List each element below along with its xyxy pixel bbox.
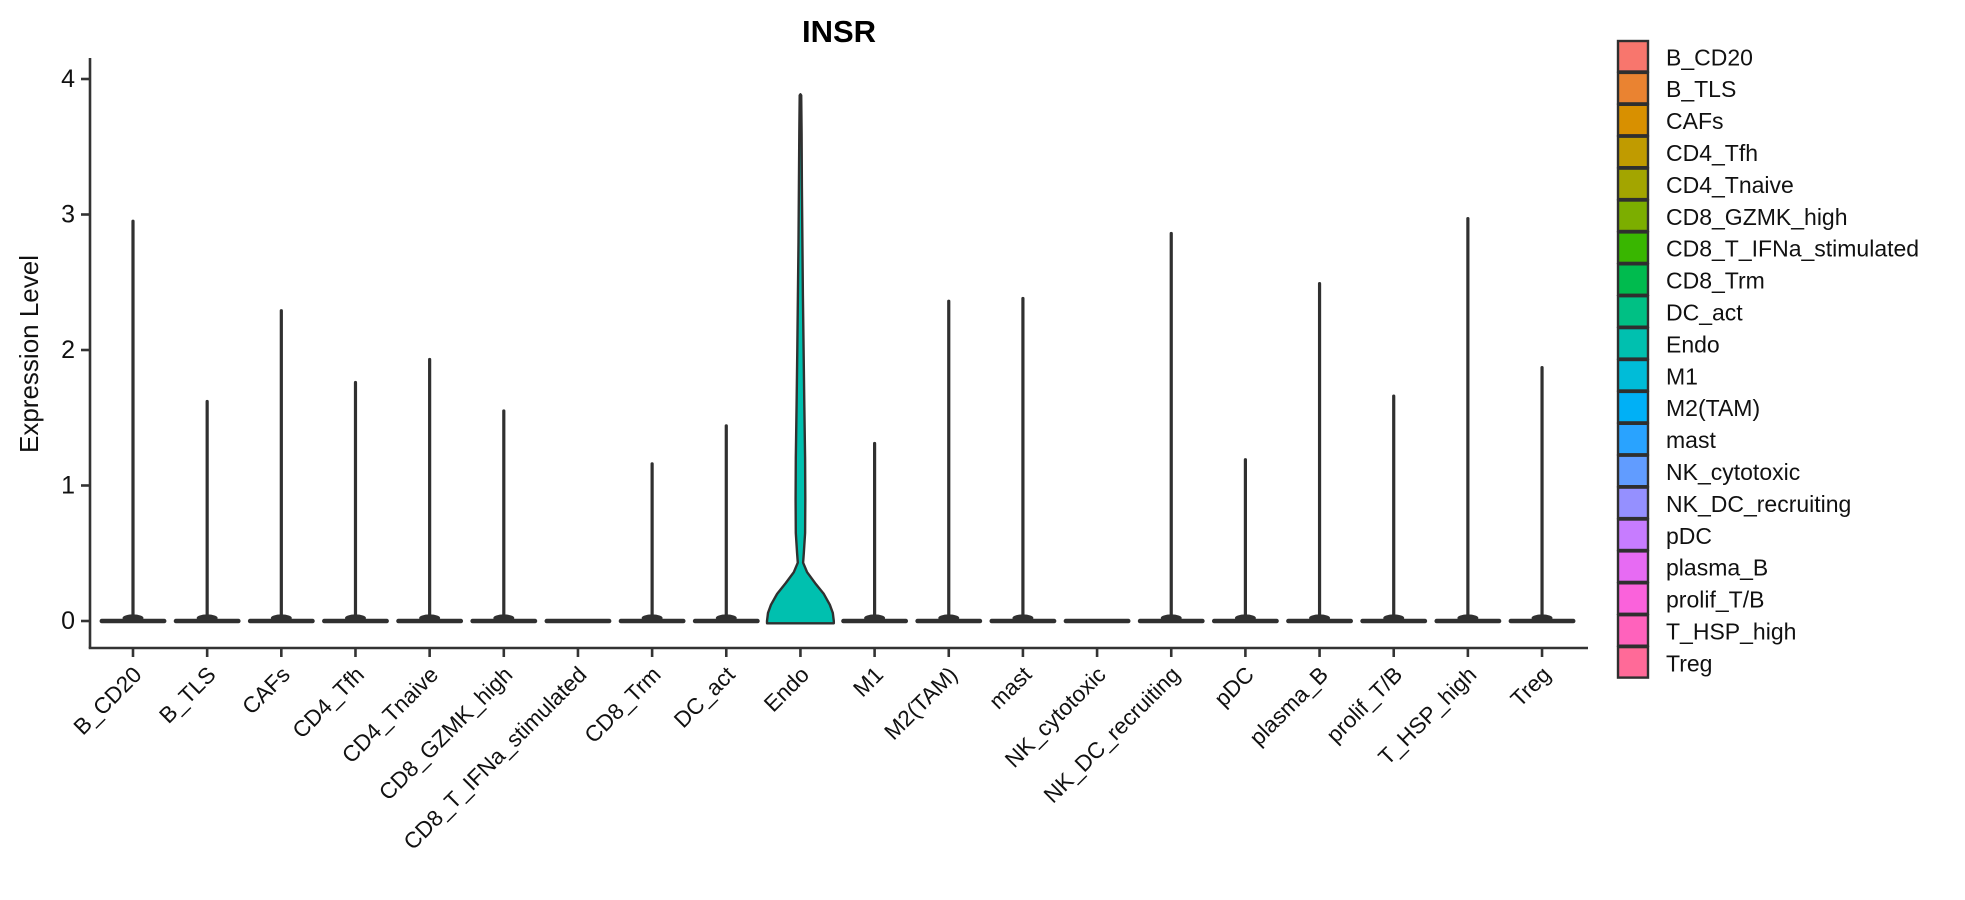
legend-swatch-b-cd20 xyxy=(1616,39,1650,73)
legend-label: M2(TAM) xyxy=(1666,395,1760,421)
legend-label: Endo xyxy=(1666,331,1720,357)
legend-swatch-cd4-tfh xyxy=(1616,135,1650,169)
x-tick-label: CD8_GZMK_high xyxy=(374,662,517,805)
x-tick-label: mast xyxy=(984,661,1037,714)
x-tick-label: M2(TAM) xyxy=(880,662,963,745)
legend-label: T_HSP_high xyxy=(1666,618,1796,644)
legend-label: CD4_Tnaive xyxy=(1666,172,1794,198)
legend-label: CD8_Trm xyxy=(1666,268,1765,294)
legend-swatch-cd4-tnaive xyxy=(1616,167,1650,201)
legend-swatch-nk-cytotoxic xyxy=(1616,454,1650,488)
y-tick-label: 1 xyxy=(61,472,75,500)
legend-swatch-cd8-trm xyxy=(1616,263,1650,296)
x-tick-label: B_TLS xyxy=(154,662,220,728)
legend-swatch-pdc xyxy=(1616,518,1650,552)
legend-swatch-m2-tam- xyxy=(1616,390,1650,424)
y-axis-title: Expression Level xyxy=(14,255,44,453)
legend-label: DC_act xyxy=(1666,299,1743,325)
y-tick-label: 0 xyxy=(61,607,75,635)
x-tick-label: Treg xyxy=(1506,662,1556,712)
legend-label: CD4_Tfh xyxy=(1666,140,1758,166)
x-tick-label: plasma_B xyxy=(1245,662,1333,750)
legend-label: pDC xyxy=(1666,523,1712,549)
y-tick-label: 3 xyxy=(61,201,75,229)
violin-endo xyxy=(765,93,836,625)
x-tick-label: Endo xyxy=(759,662,814,717)
legend-swatch-dc-act xyxy=(1616,295,1650,328)
legend-swatch-endo xyxy=(1616,326,1650,360)
legend-swatch-prolif-t-b xyxy=(1616,582,1650,615)
violin-base-cd8-t-ifna-stimulated xyxy=(544,618,612,624)
legend-swatch-cd8-gzmk-high xyxy=(1616,199,1650,233)
legend-label: plasma_B xyxy=(1666,555,1768,581)
x-tick-label: M1 xyxy=(848,662,888,702)
legend-label: prolif_T/B xyxy=(1666,587,1764,613)
legend-label: B_CD20 xyxy=(1666,44,1753,70)
legend-swatch-plasma-b xyxy=(1616,550,1650,584)
x-tick-label: B_CD20 xyxy=(69,662,147,740)
legend-label: Treg xyxy=(1666,650,1712,676)
x-tick-label: pDC xyxy=(1209,662,1259,712)
chart-title: INSR xyxy=(801,14,877,49)
legend-swatch-t-hsp-high xyxy=(1616,614,1650,647)
x-tick-label: CD8_Trm xyxy=(580,662,666,748)
x-tick-label: NK_DC_recruiting xyxy=(1039,662,1185,808)
legend-label: CD8_T_IFNa_stimulated xyxy=(1666,236,1919,262)
y-tick-label: 2 xyxy=(61,336,75,364)
violin-base-nk-cytotoxic xyxy=(1063,618,1131,624)
y-tick-label: 4 xyxy=(61,65,75,93)
legend-swatch-cd8-t-ifna-stimulated xyxy=(1616,231,1650,265)
legend-label: B_TLS xyxy=(1666,76,1736,102)
legend-swatch-cafs xyxy=(1616,103,1650,137)
legend-label: NK_DC_recruiting xyxy=(1666,491,1851,517)
legend-swatch-b-tls xyxy=(1616,71,1650,105)
legend-swatch-treg xyxy=(1616,645,1650,679)
legend-label: M1 xyxy=(1666,363,1698,389)
legend-label: NK_cytotoxic xyxy=(1666,459,1800,485)
x-tick-label: CAFs xyxy=(237,662,294,719)
legend-label: mast xyxy=(1666,427,1716,453)
legend-label: CAFs xyxy=(1666,108,1724,134)
legend-swatch-nk-dc-recruiting xyxy=(1616,486,1650,520)
x-tick-label: DC_act xyxy=(669,661,740,732)
legend-swatch-mast xyxy=(1616,422,1650,456)
legend-label: CD8_GZMK_high xyxy=(1666,204,1848,230)
legend-swatch-m1 xyxy=(1616,358,1650,392)
